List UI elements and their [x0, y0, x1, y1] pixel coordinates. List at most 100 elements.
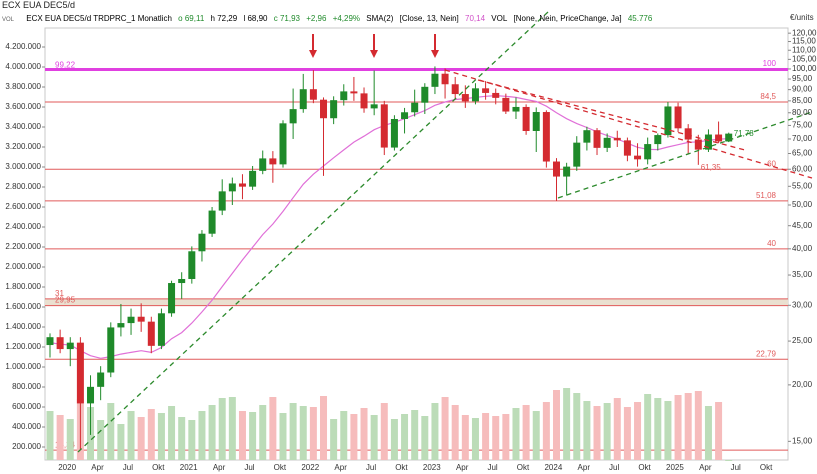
volume-bar: [390, 419, 398, 460]
x-tick-label: 2020: [58, 463, 76, 472]
volume-bar: [299, 406, 307, 460]
volume-bar: [238, 411, 246, 460]
x-tick-label: 2023: [423, 463, 441, 472]
candle-body: [76, 342, 84, 404]
volume-bar: [573, 393, 581, 460]
volume-bar: [644, 394, 652, 460]
level-label: 14,34: [55, 440, 76, 449]
candle-body: [704, 134, 712, 150]
y2-tick-label: 1.000.000: [5, 362, 41, 371]
level-label: 84,5: [760, 92, 776, 101]
volume-bar: [127, 411, 135, 460]
y-tick-label: 55,00: [792, 181, 813, 190]
candle-body: [634, 155, 642, 160]
level-label: 99,22: [55, 61, 76, 70]
volume-bar: [461, 415, 469, 460]
volume-bar: [431, 403, 439, 460]
level-label: 51,08: [756, 191, 777, 200]
volume-bar: [694, 391, 702, 460]
volume-bar: [451, 405, 459, 460]
candle-body: [117, 323, 125, 328]
y-tick-label: 85,00: [792, 96, 813, 105]
level-label: 31: [55, 289, 64, 298]
candle-body: [502, 97, 510, 112]
y-tick-label: 15,00: [792, 436, 813, 445]
candle-body: [107, 327, 115, 373]
candle-body: [644, 144, 652, 160]
volume-bar: [502, 414, 510, 460]
x-tick-label: Okt: [760, 463, 773, 472]
volume-bar: [188, 420, 196, 460]
x-tick-label: Okt: [274, 463, 287, 472]
y2-tick-label: 3.400.000: [5, 122, 41, 131]
candle-body: [684, 128, 692, 140]
y2-tick-label: 1.200.000: [5, 342, 41, 351]
volume-bar: [684, 393, 692, 460]
trendline: [557, 111, 813, 199]
volume-bar: [411, 410, 419, 460]
candle-body: [330, 100, 338, 119]
volume-bar: [218, 398, 226, 460]
candle-body: [512, 106, 520, 112]
candle-body: [431, 73, 439, 87]
volume-bar: [228, 397, 236, 460]
candle-body: [147, 321, 155, 346]
candle-body: [97, 372, 105, 387]
candle-body: [340, 91, 348, 101]
x-tick-label: Okt: [395, 463, 408, 472]
x-tick-label: 2021: [180, 463, 198, 472]
y-tick-label: 120,00: [792, 28, 817, 37]
trendlines: [77, 11, 813, 453]
volume-bar: [117, 424, 125, 460]
volume-bar: [279, 413, 287, 460]
level-label: 100: [763, 59, 777, 68]
candle-body: [370, 104, 378, 109]
x-tick-label: Okt: [152, 463, 165, 472]
y-unit: €/units: [790, 13, 814, 22]
candle-body: [613, 137, 621, 141]
volume-bar: [137, 417, 145, 460]
candle-body: [157, 313, 165, 346]
arrow: [431, 34, 439, 58]
volume-bar: [350, 414, 358, 460]
x-tick-label: 2022: [301, 463, 319, 472]
volume-bar: [198, 411, 206, 460]
volume-bar: [441, 397, 449, 460]
candle-body: [471, 88, 479, 102]
candle-body: [87, 386, 95, 404]
x-tick-label: Jul: [609, 463, 619, 472]
volume-bar: [512, 408, 520, 460]
candle-body: [532, 112, 540, 131]
candle-body: [168, 283, 176, 314]
x-tick-label: Jul: [123, 463, 133, 472]
y2-tick-label: 2.800.000: [5, 182, 41, 191]
y2-tick-label: 3.000.000: [5, 162, 41, 171]
y-tick-label: 40,00: [792, 244, 813, 253]
x-tick-label: 2024: [544, 463, 562, 472]
volume-bar: [309, 407, 317, 460]
vol-tag: VOL: [2, 17, 15, 23]
volume-bar: [532, 411, 540, 460]
chart-title: ECX EUA DEC5/d: [2, 0, 76, 10]
volume-bar: [66, 419, 74, 460]
volume-bar: [401, 414, 409, 460]
candle-body: [553, 161, 560, 177]
y-tick-label: 110,00: [792, 45, 816, 54]
volume-bar: [553, 390, 560, 460]
volume-bar: [674, 395, 682, 460]
candle-body: [249, 170, 257, 187]
x-tick-label: Apr: [213, 463, 226, 472]
candle-body: [350, 91, 358, 94]
x-tick-label: Jul: [731, 463, 741, 472]
volume-bar: [725, 460, 733, 461]
volume-bar: [613, 398, 621, 460]
y-tick-label: 80,00: [792, 108, 813, 117]
low: l 68,90: [243, 14, 268, 23]
y-tick-label: 45,00: [792, 221, 813, 230]
y2-tick-label: 3.800.000: [5, 82, 41, 91]
volume-bar: [360, 408, 368, 460]
volume-bar: [370, 415, 378, 460]
candle-body: [654, 135, 662, 145]
volume-bar: [330, 419, 338, 460]
y2-tick-label: 4.000.000: [5, 62, 41, 71]
